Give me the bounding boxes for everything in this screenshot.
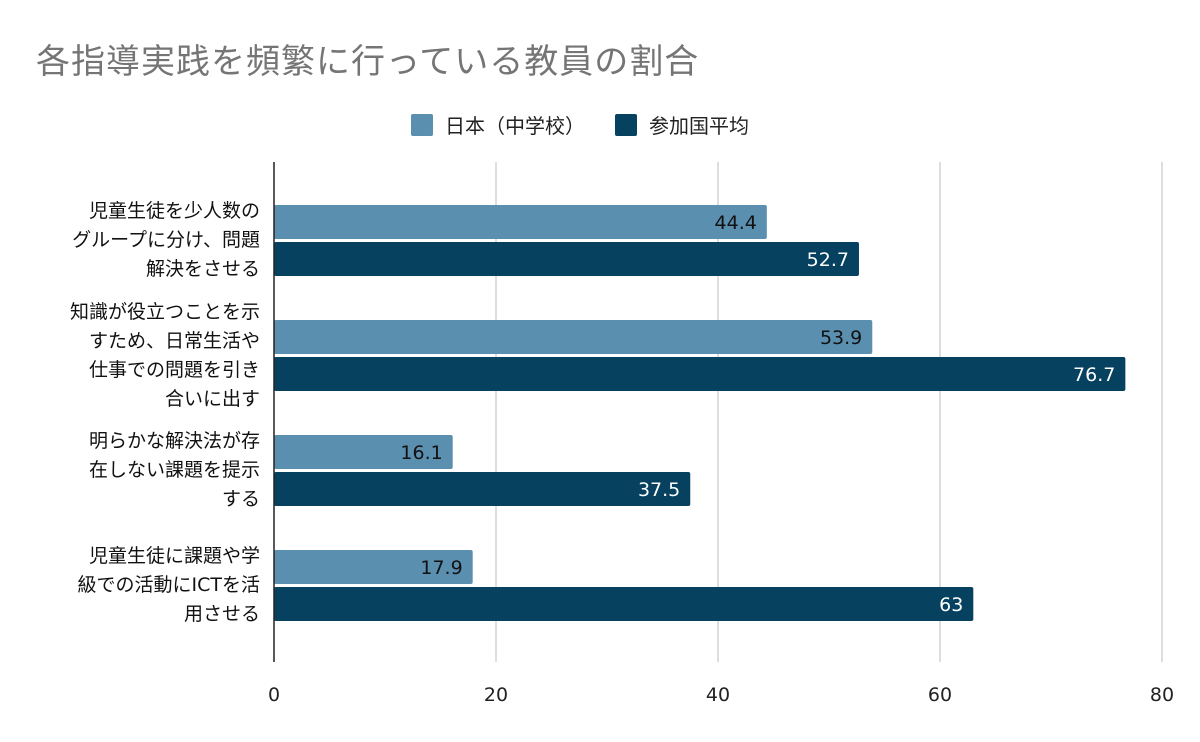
legend-swatch-average	[615, 113, 637, 136]
category-label-line: 解決をさせる	[145, 258, 260, 280]
category-label-2: 明らかな解決法が存 在しない課題を提示する	[10, 427, 260, 514]
category-label-1: 知識が役立つことを示すため、日常生活や 仕事での問題を引き合いに出す	[10, 298, 260, 414]
category-label-line: 明らかな解決法が存	[88, 430, 260, 452]
category-label-0: 児童生徒を少人数のグループに分け、問題解決をさせる	[10, 197, 260, 284]
bar-average-1	[274, 357, 1126, 391]
category-label-line: すため、日常生活や	[88, 329, 260, 352]
category-label-line: 知識が役立つことを示	[69, 300, 260, 323]
category-label-line: 級での活動にICTを活	[77, 574, 260, 596]
category-label-line: 児童生徒に課題や学	[88, 545, 260, 567]
chart-title: 各指導実践を頻繁に行っている教員の割合	[36, 42, 700, 82]
legend-label-japan: 日本（中学校）	[445, 114, 585, 138]
data-label-average-2: 37.5	[638, 479, 680, 501]
legend-item-average: 参加国平均	[615, 110, 749, 139]
x-tick-label-80: 80	[1150, 684, 1174, 706]
category-label-line: 児童生徒を少人数の	[88, 200, 260, 222]
category-label-line: 仕事での問題を引き	[88, 358, 260, 381]
category-label-line: 在しない課題を提示	[88, 459, 260, 481]
bar-average-0	[274, 242, 859, 276]
data-label-japan-3: 17.9	[420, 557, 462, 579]
legend-item-japan: 日本（中学校）	[411, 110, 585, 139]
x-tick-label-0: 0	[268, 684, 280, 706]
category-label-line: 用させる	[183, 603, 260, 625]
legend: 日本（中学校） 参加国平均	[411, 110, 779, 139]
category-label-line: する	[221, 488, 260, 510]
bar-average-2	[274, 472, 691, 506]
data-label-average-3: 63	[939, 594, 963, 616]
category-label-3: 児童生徒に課題や学級での活動にICTを活用させる	[10, 542, 260, 629]
category-label-line: グループに分け、問題	[72, 229, 260, 251]
data-label-japan-2: 16.1	[400, 442, 442, 464]
legend-swatch-japan	[411, 113, 433, 136]
bar-japan-0	[274, 205, 767, 239]
x-tick-label-60: 60	[928, 684, 952, 706]
bar-average-3	[274, 587, 974, 621]
data-label-japan-1: 53.9	[820, 327, 862, 349]
bar-japan-2	[274, 435, 453, 469]
data-label-average-1: 76.7	[1073, 364, 1115, 386]
x-tick-label-40: 40	[706, 684, 730, 706]
x-tick-label-20: 20	[484, 684, 508, 706]
data-label-japan-0: 44.4	[715, 212, 757, 234]
legend-label-average: 参加国平均	[649, 114, 749, 138]
bar-japan-1	[274, 320, 873, 354]
data-label-average-0: 52.7	[807, 249, 849, 271]
bar-japan-3	[274, 550, 473, 584]
category-label-line: 合いに出す	[164, 387, 260, 410]
